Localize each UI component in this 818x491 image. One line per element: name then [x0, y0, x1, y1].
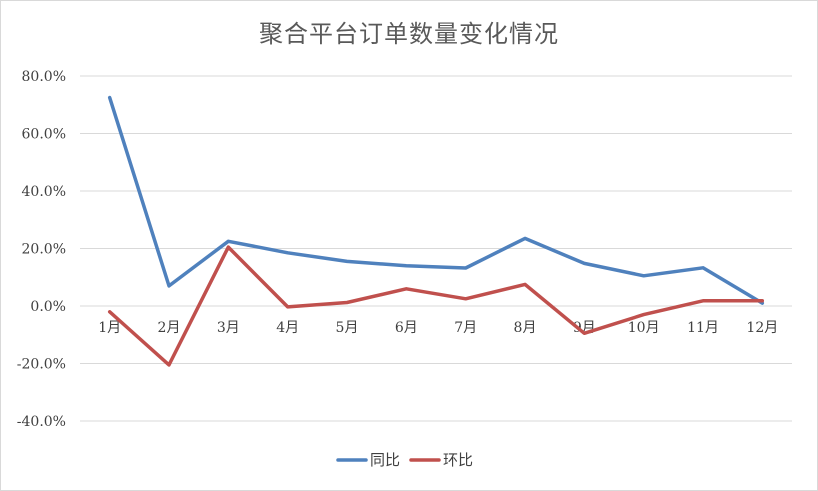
y-tick-label: 40.0%	[22, 184, 66, 200]
x-tick-label: 8月	[514, 320, 537, 336]
legend-label-1: 同比	[370, 451, 400, 469]
y-tick-label: 60.0%	[22, 127, 66, 143]
series-line-2	[107, 245, 765, 367]
x-tick-label: 5月	[336, 320, 359, 336]
x-tick-label: 6月	[395, 320, 418, 336]
x-axis-ticks: 1月 2月 3月 4月 5月 6月 7月 8月 9月 10月 11月 12月	[98, 320, 778, 336]
x-tick-label: 7月	[454, 320, 477, 336]
x-tick-label: 12月	[746, 320, 778, 336]
y-tick-label: 20.0%	[22, 242, 66, 258]
series-lines	[107, 95, 765, 367]
x-tick-label: 1月	[98, 320, 121, 336]
x-tick-label: 4月	[276, 320, 299, 336]
x-tick-label: 10月	[628, 320, 660, 336]
x-tick-label: 11月	[687, 320, 719, 336]
y-axis-ticks: 80.0% 60.0% 40.0% 20.0% 0.0% -20.0% -40.0%	[17, 69, 66, 430]
chart-title: 聚合平台订单数量变化情况	[259, 20, 559, 48]
legend-label-2: 环比	[443, 451, 473, 469]
gridlines	[80, 75, 792, 422]
y-tick-label: -20.0%	[17, 357, 66, 373]
y-tick-label: -40.0%	[17, 414, 66, 430]
legend: 同比 环比	[336, 451, 473, 469]
x-tick-label: 3月	[217, 320, 240, 336]
series-line-1	[107, 95, 765, 305]
y-tick-label: 0.0%	[30, 299, 66, 315]
x-tick-label: 2月	[158, 320, 181, 336]
y-tick-label: 80.0%	[22, 69, 66, 85]
